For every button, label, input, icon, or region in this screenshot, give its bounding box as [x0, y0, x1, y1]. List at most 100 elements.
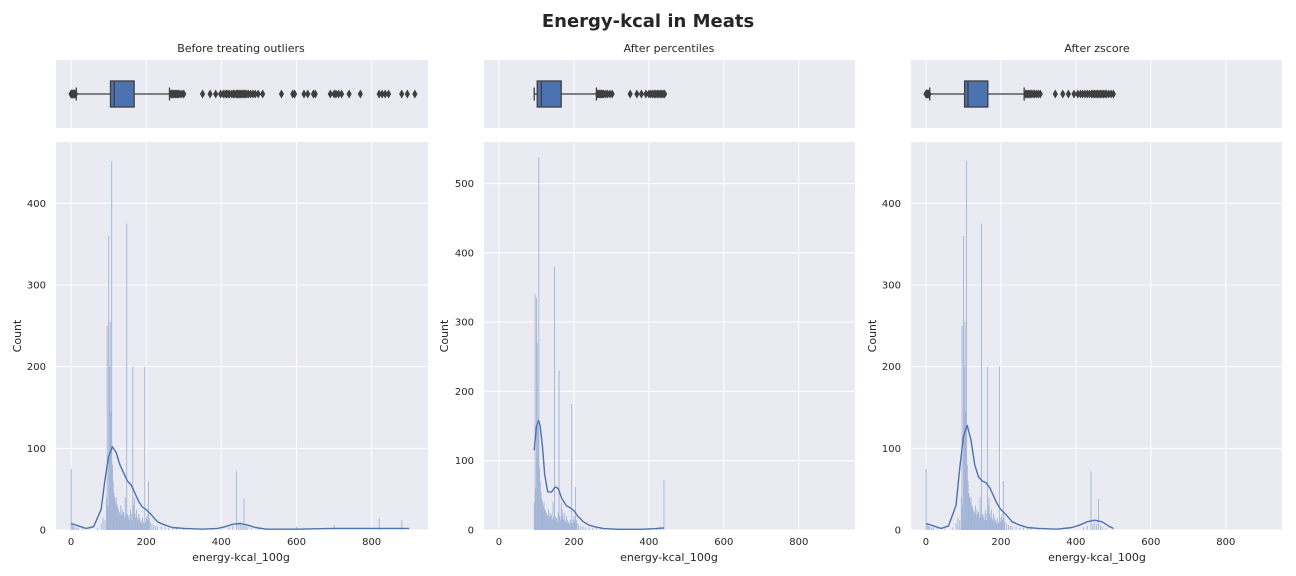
histogram-bar [160, 526, 162, 530]
y-tick-label: 400 [27, 199, 46, 210]
histogram-bar [1105, 528, 1107, 530]
histogram-bar [563, 512, 565, 530]
histogram-bar [553, 517, 555, 530]
histogram-bar [550, 516, 552, 530]
histogram-bar [1004, 521, 1006, 530]
histogram-bar [929, 526, 931, 530]
x-tick-label: 200 [137, 537, 156, 548]
histogram-bar [136, 509, 137, 530]
histogram-bar [148, 480, 149, 530]
histogram-bar [213, 529, 215, 530]
histogram-bar [548, 517, 550, 530]
histogram-bar [115, 501, 116, 530]
histogram-bar [104, 520, 106, 530]
histogram-before: 0 200 400 600 800 0 100 200 300 400 [27, 142, 428, 548]
histogram-bar [548, 509, 550, 530]
y-tick-label: 400 [455, 248, 474, 259]
histogram-bar [973, 512, 975, 530]
histogram-bar [955, 523, 957, 530]
histogram-bar [1000, 517, 1002, 530]
histogram-bar [545, 512, 547, 530]
boxplot-title: After percentiles [624, 42, 715, 55]
histogram-bar [987, 366, 988, 530]
histogram-bar [566, 516, 567, 530]
histogram-bar [134, 513, 136, 530]
histogram-bar [539, 467, 541, 530]
kde-line [925, 424, 1114, 530]
histogram-bar [927, 525, 929, 530]
histogram-bar [1023, 527, 1024, 530]
histogram-bar [966, 464, 968, 530]
histogram-bar [296, 526, 298, 530]
histogram-bar [565, 521, 567, 530]
histogram-bar [562, 516, 564, 530]
x-tick-label: 0 [68, 537, 74, 548]
outlier-point [213, 89, 219, 99]
histogram-bar [1019, 527, 1021, 530]
histogram-bar [984, 509, 986, 530]
histogram-bar [153, 525, 155, 530]
histogram-bar [977, 513, 979, 530]
histogram-bar [995, 520, 997, 530]
x-tick-label: 200 [564, 537, 583, 548]
y-tick-label: 0 [895, 526, 901, 537]
iqr-box [109, 80, 135, 108]
histogram-bar [1075, 529, 1077, 530]
histogram-bar [993, 517, 995, 530]
histogram-bar [112, 480, 114, 530]
histogram-bar [183, 528, 185, 530]
histogram-bar [145, 521, 146, 530]
histogram-bar [146, 513, 148, 530]
histogram-bar [168, 527, 170, 530]
outlier-point [278, 89, 285, 99]
histogram-bar [121, 509, 123, 530]
histogram-bar [999, 366, 1000, 530]
histogram-bar [116, 505, 118, 530]
outlier-point [643, 89, 649, 99]
figure-title: Energy-kcal in Meats [542, 11, 754, 32]
histogram-bar [1011, 526, 1013, 530]
histogram-bar [107, 505, 109, 530]
histogram-bar [959, 520, 961, 530]
x-tick-label: 400 [639, 537, 658, 548]
histogram-bar [239, 521, 241, 530]
histogram-bar [1101, 526, 1103, 530]
outlier-point [412, 89, 418, 99]
outlier-point [252, 89, 258, 99]
histogram-bar [1030, 528, 1032, 530]
histogram-bar [536, 342, 538, 530]
histogram-bar [989, 513, 991, 530]
histogram-bar [979, 497, 981, 530]
histogram-bar [978, 517, 980, 530]
outlier-point [926, 89, 932, 99]
histogram-bar [540, 491, 542, 530]
histogram-bar [220, 529, 222, 530]
histogram-bar [147, 520, 149, 530]
histogram-bar [145, 517, 147, 530]
outlier-point [207, 89, 213, 99]
histogram-bar [957, 517, 959, 530]
histogram-bar [106, 497, 107, 530]
boxplot-zscore [911, 60, 1282, 128]
outlier-point [1052, 89, 1058, 99]
y-tick-label: 100 [882, 444, 901, 455]
histogram-bar [596, 527, 597, 530]
x-axis-label: energy-kcal_100g [620, 551, 718, 564]
histogram-bar [996, 517, 998, 530]
histogram-bar [125, 515, 127, 530]
outlier-point [404, 89, 410, 99]
histogram-bar [569, 519, 571, 530]
histogram-bar [981, 513, 983, 530]
x-tick-label: 800 [1216, 537, 1235, 548]
histogram-bar [981, 223, 983, 530]
histogram-bar [130, 509, 131, 530]
histogram-bar [574, 521, 576, 530]
histogram-bar [988, 497, 990, 530]
histogram-bar [582, 526, 584, 530]
histogram-bar [663, 480, 665, 530]
x-tick-label: 600 [287, 537, 306, 548]
outlier-point [399, 89, 405, 99]
histogram-zscore: 0 200 400 600 800 0 100 200 300 400 [882, 142, 1282, 548]
histogram-bar [575, 487, 576, 530]
histogram-bar [124, 497, 126, 530]
